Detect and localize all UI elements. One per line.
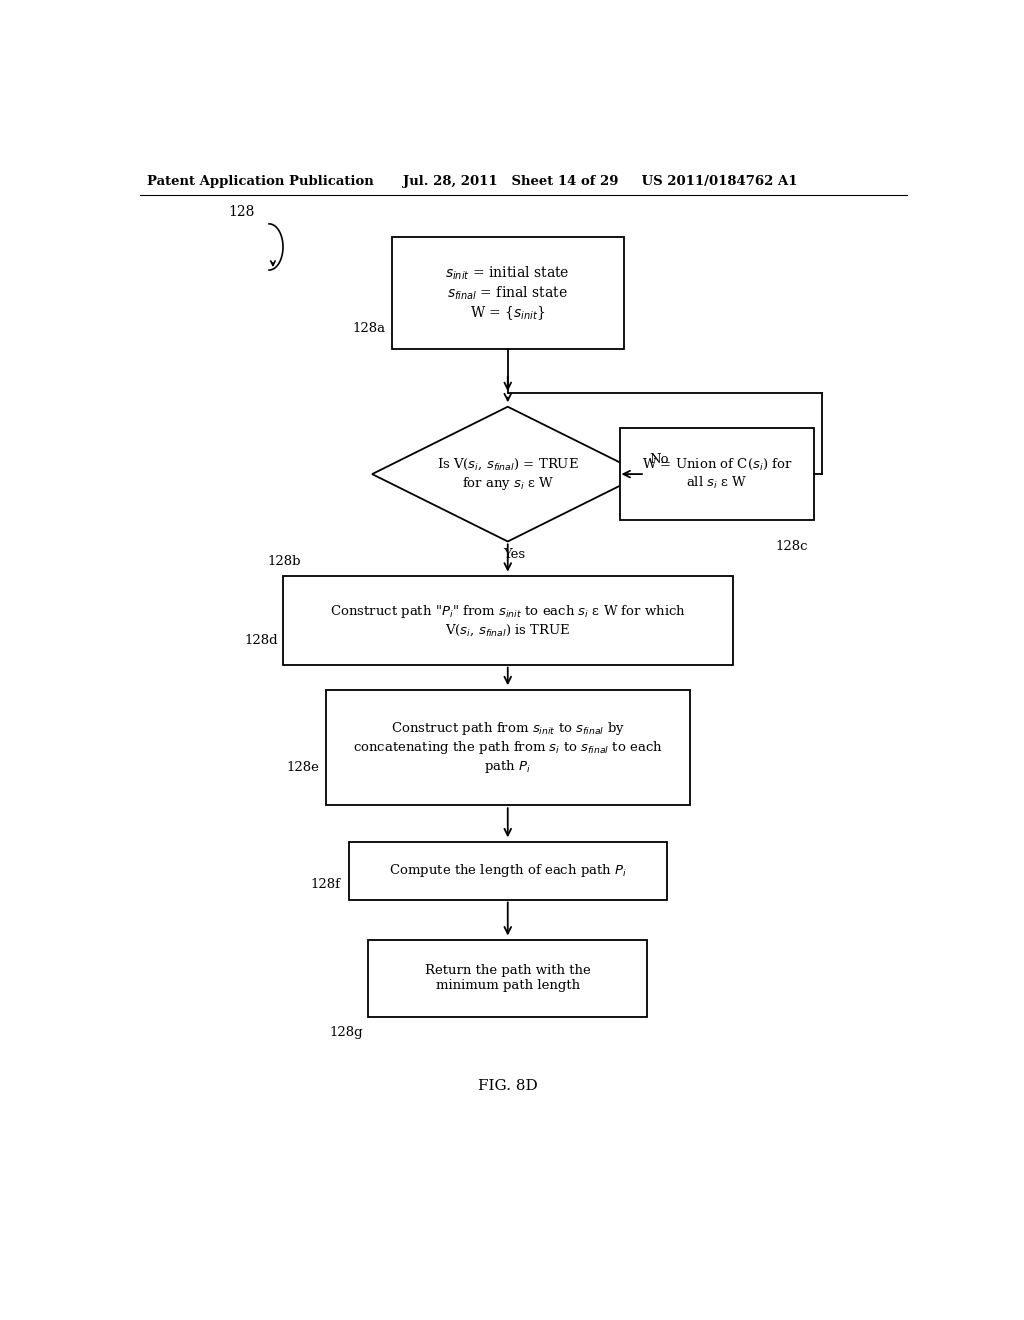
Polygon shape [372,407,643,541]
Bar [283,576,732,665]
Text: Yes: Yes [503,548,525,561]
Text: Construct path from $s_{init}$ to $s_{final}$ by
concatenating the path from $s_: Construct path from $s_{init}$ to $s_{fi… [353,719,663,775]
Text: Compute the length of each path $P_i$: Compute the length of each path $P_i$ [389,862,627,879]
Text: 128f: 128f [310,878,340,891]
Text: 128: 128 [228,205,255,219]
Text: Return the path with the
minimum path length: Return the path with the minimum path le… [425,965,591,993]
Text: Construct path "$P_i$" from $s_{init}$ to each $s_i$ ε W for which
V($s_i$, $s_{: Construct path "$P_i$" from $s_{init}$ t… [330,603,686,638]
Text: FIG. 8D: FIG. 8D [478,1080,538,1093]
Text: 128c: 128c [775,540,808,553]
Text: 128g: 128g [330,1026,364,1039]
Text: 128d: 128d [245,634,278,647]
Text: No: No [649,453,669,466]
Text: 128b: 128b [267,554,301,568]
Bar [621,428,814,520]
Bar [326,689,690,805]
Text: $s_{init}$ = initial state
$s_{final}$ = final state
W = {$s_{init}$}: $s_{init}$ = initial state $s_{final}$ =… [445,264,570,322]
Bar [369,940,647,1016]
Text: 128a: 128a [352,322,386,335]
Text: W = Union of C($s_i$) for
all $s_i$ ε W: W = Union of C($s_i$) for all $s_i$ ε W [642,457,793,491]
Text: Is V($s_i$, $s_{final}$) = TRUE
for any $s_i$ ε W: Is V($s_i$, $s_{final}$) = TRUE for any … [437,457,579,491]
Text: Patent Application Publication: Patent Application Publication [147,176,374,189]
Text: Jul. 28, 2011   Sheet 14 of 29     US 2011/0184762 A1: Jul. 28, 2011 Sheet 14 of 29 US 2011/018… [403,176,798,189]
Text: 128e: 128e [287,760,319,774]
Bar [349,842,667,899]
Bar [391,238,624,348]
